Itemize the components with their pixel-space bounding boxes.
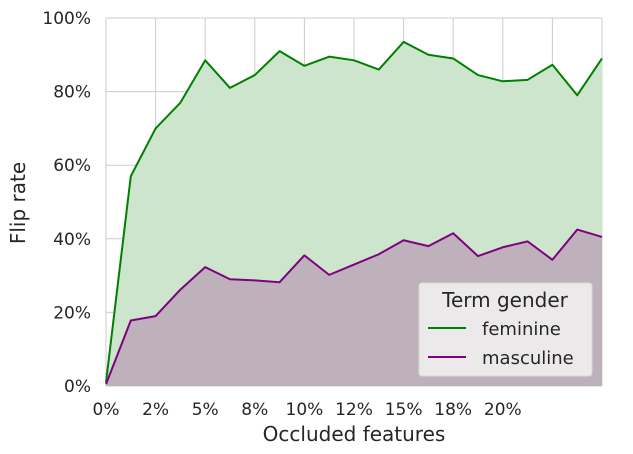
y-tick-label: 20% [53, 303, 91, 323]
x-tick-label: 5% [192, 400, 219, 420]
series-lines [105, 40, 603, 385]
x-tick-label: 0% [93, 400, 120, 420]
x-tick-label: 2% [142, 400, 169, 420]
y-tick-label: 80% [53, 83, 91, 103]
legend-box [418, 282, 593, 377]
x-tick-label: 15% [385, 400, 423, 420]
legend-title: Term gender [441, 288, 569, 312]
x-tick-label: 18% [434, 400, 472, 420]
x-tick-label: 8% [241, 400, 268, 420]
x-axis-label: Occluded features [263, 422, 446, 446]
line-masculine [105, 228, 603, 385]
y-tick-label: 40% [53, 230, 91, 250]
y-tick-label: 100% [42, 9, 91, 29]
y-axis-label: Flip rate [6, 162, 30, 244]
x-tick-label: 10% [286, 400, 324, 420]
legend-label-feminine: feminine [482, 319, 561, 340]
x-tick-label: 12% [335, 400, 373, 420]
line-feminine [105, 40, 603, 383]
legend: Term gender feminine masculine [418, 282, 593, 377]
legend-label-masculine: masculine [482, 348, 574, 369]
y-axis-ticks: 0% 20% 40% 60% 80% 100% [42, 9, 91, 397]
x-tick-label: 20% [484, 400, 522, 420]
y-tick-label: 60% [53, 156, 91, 176]
y-tick-label: 0% [64, 377, 91, 397]
x-axis-ticks: 0% 2% 5% 8% 10% 12% 15% 18% 20% [93, 400, 522, 420]
